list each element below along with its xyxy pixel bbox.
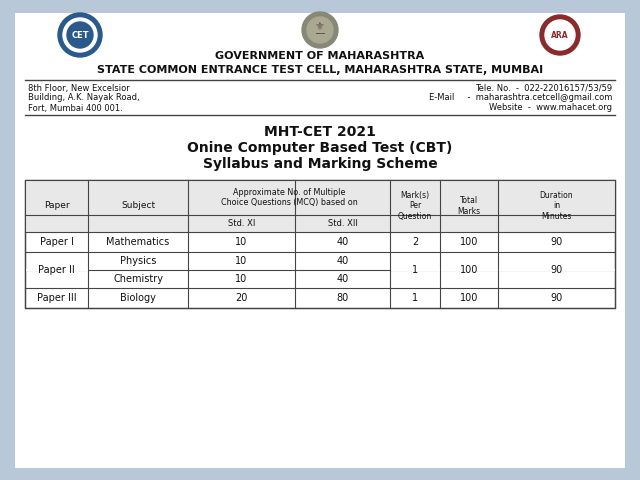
Text: Biology: Biology — [120, 293, 156, 303]
Text: Syllabus and Marking Scheme: Syllabus and Marking Scheme — [203, 157, 437, 171]
Text: 8th Floor, New Excelsior: 8th Floor, New Excelsior — [28, 84, 130, 93]
Bar — [25, 180, 615, 308]
Text: 40: 40 — [337, 237, 349, 247]
Text: MHT-CET 2021: MHT-CET 2021 — [264, 125, 376, 139]
Text: Physics: Physics — [120, 256, 156, 266]
Text: ARA: ARA — [551, 31, 569, 39]
Text: E-Mail     -  maharashtra.cetcell@gmail.com: E-Mail - maharashtra.cetcell@gmail.com — [429, 94, 612, 103]
Text: 1: 1 — [412, 293, 418, 303]
Text: Std. XII: Std. XII — [328, 219, 357, 228]
Bar — [440, 269, 497, 271]
Text: GOVERNMENT OF MAHARASHTRA: GOVERNMENT OF MAHARASHTRA — [216, 51, 424, 61]
Text: Total
Marks: Total Marks — [458, 196, 481, 216]
Text: Paper: Paper — [44, 202, 69, 211]
Text: 20: 20 — [236, 293, 248, 303]
Text: 100: 100 — [460, 293, 478, 303]
Text: Approximate No. of Multiple
Choice Questions (MCQ) based on: Approximate No. of Multiple Choice Quest… — [221, 188, 357, 207]
Text: Mark(s)
Per
Question: Mark(s) Per Question — [398, 191, 432, 221]
Text: 2: 2 — [412, 237, 418, 247]
Text: Building, A.K. Nayak Road,: Building, A.K. Nayak Road, — [28, 94, 140, 103]
Text: Chemistry: Chemistry — [113, 274, 163, 284]
Bar — [26, 269, 88, 271]
Text: 10: 10 — [236, 237, 248, 247]
Text: 10: 10 — [236, 274, 248, 284]
Text: Paper I: Paper I — [40, 237, 74, 247]
Text: Std. XI: Std. XI — [228, 219, 255, 228]
Bar — [499, 269, 614, 271]
Text: 80: 80 — [337, 293, 349, 303]
Text: 40: 40 — [337, 256, 349, 266]
Circle shape — [58, 13, 102, 57]
Text: Fort, Mumbai 400 001.: Fort, Mumbai 400 001. — [28, 104, 123, 112]
Text: Mathematics: Mathematics — [106, 237, 170, 247]
Text: Website  -  www.mahacet.org: Website - www.mahacet.org — [489, 104, 612, 112]
Text: Onine Computer Based Test (CBT): Onine Computer Based Test (CBT) — [188, 141, 452, 155]
Text: Paper III: Paper III — [36, 293, 76, 303]
Text: Duration
in
Minutes: Duration in Minutes — [540, 191, 573, 221]
Text: Subject: Subject — [121, 202, 155, 211]
Text: 10: 10 — [236, 256, 248, 266]
Text: 90: 90 — [550, 237, 563, 247]
Text: 90: 90 — [550, 265, 563, 275]
Bar — [25, 180, 615, 232]
Text: 40: 40 — [337, 274, 349, 284]
Circle shape — [545, 20, 575, 50]
Circle shape — [63, 18, 97, 52]
Circle shape — [302, 12, 338, 48]
Text: 90: 90 — [550, 293, 563, 303]
Text: 100: 100 — [460, 237, 478, 247]
Text: 1: 1 — [412, 265, 418, 275]
Text: Paper II: Paper II — [38, 265, 75, 275]
Text: 100: 100 — [460, 265, 478, 275]
Circle shape — [307, 17, 333, 43]
Text: Tele. No.  -  022-22016157/53/59: Tele. No. - 022-22016157/53/59 — [475, 84, 612, 93]
Text: ⚜: ⚜ — [315, 22, 325, 32]
Bar — [390, 269, 440, 271]
Text: ━━━: ━━━ — [315, 32, 325, 36]
Text: STATE COMMON ENTRANCE TEST CELL, MAHARASHTRA STATE, MUMBAI: STATE COMMON ENTRANCE TEST CELL, MAHARAS… — [97, 65, 543, 75]
Circle shape — [540, 15, 580, 55]
Text: CET: CET — [71, 31, 89, 39]
Circle shape — [67, 22, 93, 48]
